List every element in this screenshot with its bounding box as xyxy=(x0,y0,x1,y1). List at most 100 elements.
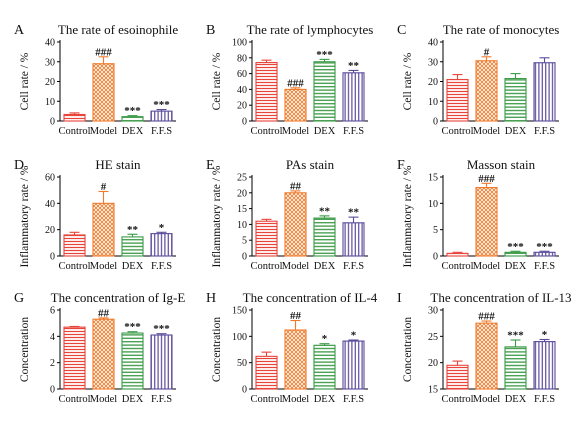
y-tick-label: 0 xyxy=(242,117,247,128)
significance-label: ** xyxy=(348,207,360,219)
bar-control xyxy=(255,220,278,257)
bar-model xyxy=(475,322,498,390)
bar-control xyxy=(63,113,86,122)
category-label: Model xyxy=(473,394,500,405)
bar-control xyxy=(63,326,86,390)
category-label: DEX xyxy=(505,261,527,272)
significance-label: *** xyxy=(153,99,170,111)
category-label: F.F.S xyxy=(343,126,364,137)
significance-label: *** xyxy=(507,330,524,342)
category-label: Control xyxy=(58,394,90,405)
y-tick-label: 20 xyxy=(237,101,247,112)
y-tick-label: 5 xyxy=(242,236,247,247)
bar-model xyxy=(92,318,115,390)
bar-dex xyxy=(504,77,527,122)
y-tick-label: 40 xyxy=(428,38,438,49)
y-tick-label: 40 xyxy=(237,85,247,96)
category-label: DEX xyxy=(314,126,336,137)
y-tick-label: 0 xyxy=(242,252,247,263)
category-label: DEX xyxy=(314,394,336,405)
y-tick-label: 0 xyxy=(50,117,55,128)
y-tick-label: 60 xyxy=(237,69,247,80)
category-label: Control xyxy=(250,261,282,272)
y-tick-label: 40 xyxy=(45,199,55,210)
category-label: F.F.S xyxy=(151,394,172,405)
category-label: F.F.S xyxy=(151,126,172,137)
y-axis-label: Cell rate / % xyxy=(402,52,414,110)
y-tick-label: 0 xyxy=(50,252,55,263)
category-label: F.F.S xyxy=(343,261,364,272)
panel-title: The rate of monocytes xyxy=(443,22,560,37)
significance-label: ** xyxy=(348,60,360,72)
category-label: Control xyxy=(250,394,282,405)
significance-label: * xyxy=(351,330,357,342)
y-tick-label: 150 xyxy=(232,306,247,317)
y-tick-label: 10 xyxy=(45,97,55,108)
significance-label: # xyxy=(484,46,490,58)
panel-letter: H xyxy=(206,291,216,306)
y-tick-label: 15 xyxy=(237,204,247,215)
y-tick-label: 100 xyxy=(232,38,247,49)
y-tick-label: 15 xyxy=(428,385,438,396)
y-axis-label: Concentration xyxy=(19,317,31,382)
significance-label: ## xyxy=(290,180,302,192)
y-tick-label: 2 xyxy=(50,358,55,369)
panel-h: H The concentration of IL-4 Concentration 0… xyxy=(206,290,378,405)
bar-dex xyxy=(121,332,144,390)
panel-title: The concentration of IL-13 xyxy=(430,290,571,305)
significance-label: ### xyxy=(478,173,495,185)
bar-control xyxy=(255,355,278,390)
y-tick-label: 0 xyxy=(433,252,438,263)
y-tick-label: 20 xyxy=(237,188,247,199)
y-tick-label: 25 xyxy=(237,173,247,184)
y-tick-label: 80 xyxy=(237,53,247,64)
y-tick-label: 25 xyxy=(428,332,438,343)
panel-letter: C xyxy=(397,23,406,38)
bar-ffs xyxy=(342,72,365,122)
bar-dex xyxy=(313,217,336,257)
bar-dex xyxy=(504,346,527,390)
significance-label: ## xyxy=(290,310,302,322)
category-label: Control xyxy=(441,394,473,405)
category-label: Control xyxy=(441,126,473,137)
category-label: F.F.S xyxy=(151,261,172,272)
panel-title: The concentration of IL-4 xyxy=(243,290,378,305)
panel-letter: D xyxy=(14,158,24,173)
category-label: DEX xyxy=(314,261,336,272)
category-label: F.F.S xyxy=(534,394,555,405)
significance-label: *** xyxy=(153,323,170,335)
category-label: Model xyxy=(90,126,117,137)
bar-model xyxy=(475,186,498,257)
bar-control xyxy=(63,234,86,257)
y-tick-label: 50 xyxy=(237,358,247,369)
bar-ffs xyxy=(342,222,365,257)
category-label: Control xyxy=(441,261,473,272)
panel-b: B The rate of lymphocytes Cell rate / % 0 20… xyxy=(206,22,373,137)
panel-title: HE stain xyxy=(95,157,141,172)
significance-label: *** xyxy=(536,241,553,253)
panel-letter: I xyxy=(397,291,402,306)
panel-g: G The concentration of Ig-E Concentration 0… xyxy=(14,290,185,405)
significance-label: ** xyxy=(127,224,139,236)
bar-control xyxy=(446,252,469,257)
bar-model xyxy=(92,63,115,122)
bar-dex xyxy=(121,236,144,257)
significance-label: * xyxy=(322,333,328,345)
y-tick-label: 10 xyxy=(428,97,438,108)
y-tick-label: 0 xyxy=(242,385,247,396)
y-tick-label: 10 xyxy=(428,199,438,210)
bar-ffs xyxy=(533,251,556,257)
y-tick-label: 15 xyxy=(428,173,438,184)
panels: A The rate of esoinophile Cell rate / % 0 10… xyxy=(14,22,572,405)
bar-ffs xyxy=(150,233,173,257)
bar-ffs xyxy=(342,340,365,390)
bar-model xyxy=(475,60,498,122)
y-tick-label: 40 xyxy=(45,38,55,49)
panel-f: F Masson stain Inflammatory rate / % 0 5 10 15… xyxy=(397,157,559,272)
y-tick-label: 6 xyxy=(50,306,55,317)
y-axis-label: Inflammatory rate / % xyxy=(211,165,223,267)
significance-label: ### xyxy=(95,46,112,58)
significance-label: * xyxy=(159,222,165,234)
